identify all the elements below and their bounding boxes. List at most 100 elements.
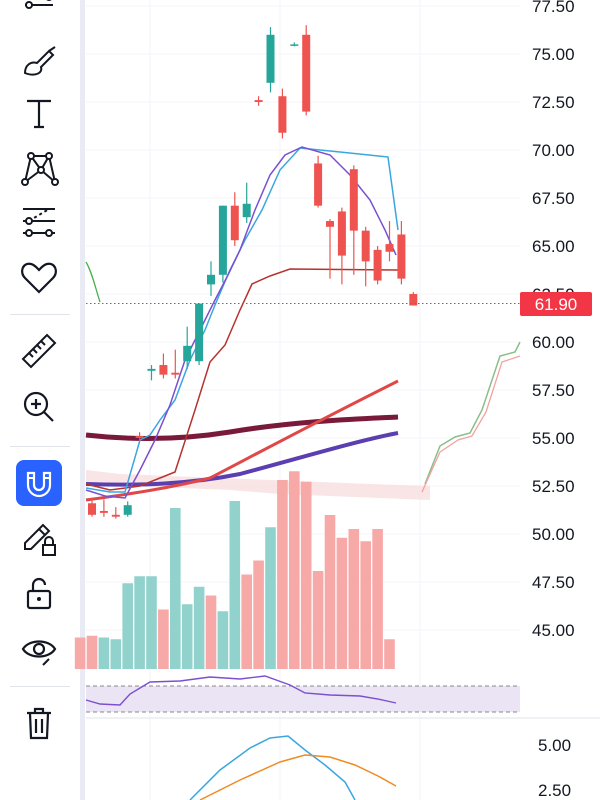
price-axis-label: 77.50 [532,0,575,16]
volume-bar [384,639,395,669]
indicator-axis-label: 5.00 [538,736,571,755]
brush-tool-button[interactable] [12,38,66,84]
volume-bar [372,529,383,669]
price-axis[interactable]: 77.5075.0072.5070.0067.5065.0062.5060.00… [532,0,575,640]
ruler-icon [21,333,57,369]
text-tool-button[interactable] [12,90,66,136]
candle [361,226,370,287]
toolbar-separator [10,686,70,687]
volume-bar [181,604,193,669]
volume-bar [110,639,122,669]
candle-body [314,163,323,206]
volume-bar [265,527,276,669]
candle [147,365,156,381]
pencil-lock-icon [24,523,56,556]
favorites-tool-button[interactable] [12,255,66,301]
prediction-icon [23,208,55,237]
candle [218,205,227,283]
zoom-tool-button[interactable] [12,384,66,430]
volume-bar [348,529,360,669]
candle-body [230,205,239,241]
eye-icon [21,640,57,666]
text-icon [27,99,51,129]
rsi-band [86,686,520,712]
candle-body [218,205,227,275]
trash-icon [27,707,51,740]
candle [337,207,346,285]
lagging-span-right-red [421,355,521,493]
volume-bar [360,541,371,669]
grid-lines [86,0,520,800]
price-axis-label: 75.00 [532,45,575,64]
indicator-axis[interactable]: 5.00 2.50 [538,736,571,800]
candle [302,25,311,116]
candle [397,221,406,285]
candle [409,292,418,306]
kijun-line [85,268,399,491]
candle-body [147,368,156,371]
measure-tool-button[interactable] [12,328,66,374]
candle [290,42,299,47]
candle-body [290,44,299,46]
trend-lines-tool-button[interactable] [12,0,66,34]
hide-tool-button[interactable] [12,626,66,672]
volume-bars [74,471,395,669]
candle-body [123,505,132,515]
indicator-lines [85,146,521,502]
heart-icon [21,262,57,294]
volume-bar [134,576,145,669]
candle-body [135,436,144,438]
magnet-tool-button[interactable] [16,460,62,506]
volume-bar [277,480,288,669]
moving-average-maroon [85,414,399,441]
volume-bar [253,560,264,669]
price-axis-label: 45.00 [532,621,575,640]
candle [314,155,323,208]
delete-tool-button[interactable] [12,700,66,746]
price-axis-label: 60.00 [532,333,575,352]
candlestick-series [88,25,418,519]
fast-ema-line [85,146,397,499]
toolbar-divider [80,0,85,800]
candle [183,326,192,369]
unlock-icon [26,577,52,610]
candle-body [326,221,334,227]
patterns-tool-button[interactable] [12,145,66,191]
prediction-tool-button[interactable] [12,198,66,244]
candle-body [183,345,192,362]
candle [278,88,287,139]
candle [159,353,168,379]
lock-drawing-tool-button[interactable] [12,516,66,562]
price-axis-label: 55.00 [532,429,575,448]
price-axis-label: 57.50 [532,381,575,400]
candle-body [373,249,382,281]
price-axis-label: 52.50 [532,477,575,496]
lock-all-tool-button[interactable] [12,570,66,616]
volume-bar [122,583,133,669]
candle-body [361,230,370,262]
candle [326,219,334,279]
candle [254,96,263,106]
candle-body [397,234,406,279]
brush-icon [23,46,56,76]
moving-average-purple [85,431,399,487]
volume-bar [74,637,86,669]
volume-bar [336,537,348,669]
volume-bar [205,595,217,669]
candle [171,349,180,379]
ichimoku-cloud [86,470,430,500]
trend-lines-icon [25,0,53,9]
candle-body [278,96,287,133]
candle [207,261,215,296]
signal-line [199,754,397,800]
volume-bar [98,637,110,669]
toolbar-separator [10,314,70,315]
volume-bar [86,635,98,669]
price-axis-label: 70.00 [532,141,575,160]
current-price-tag: 61.90 [520,292,592,316]
drawing-toolbar [0,0,80,800]
volume-bar [146,576,157,669]
candle-body [254,100,263,102]
candle [99,499,108,517]
